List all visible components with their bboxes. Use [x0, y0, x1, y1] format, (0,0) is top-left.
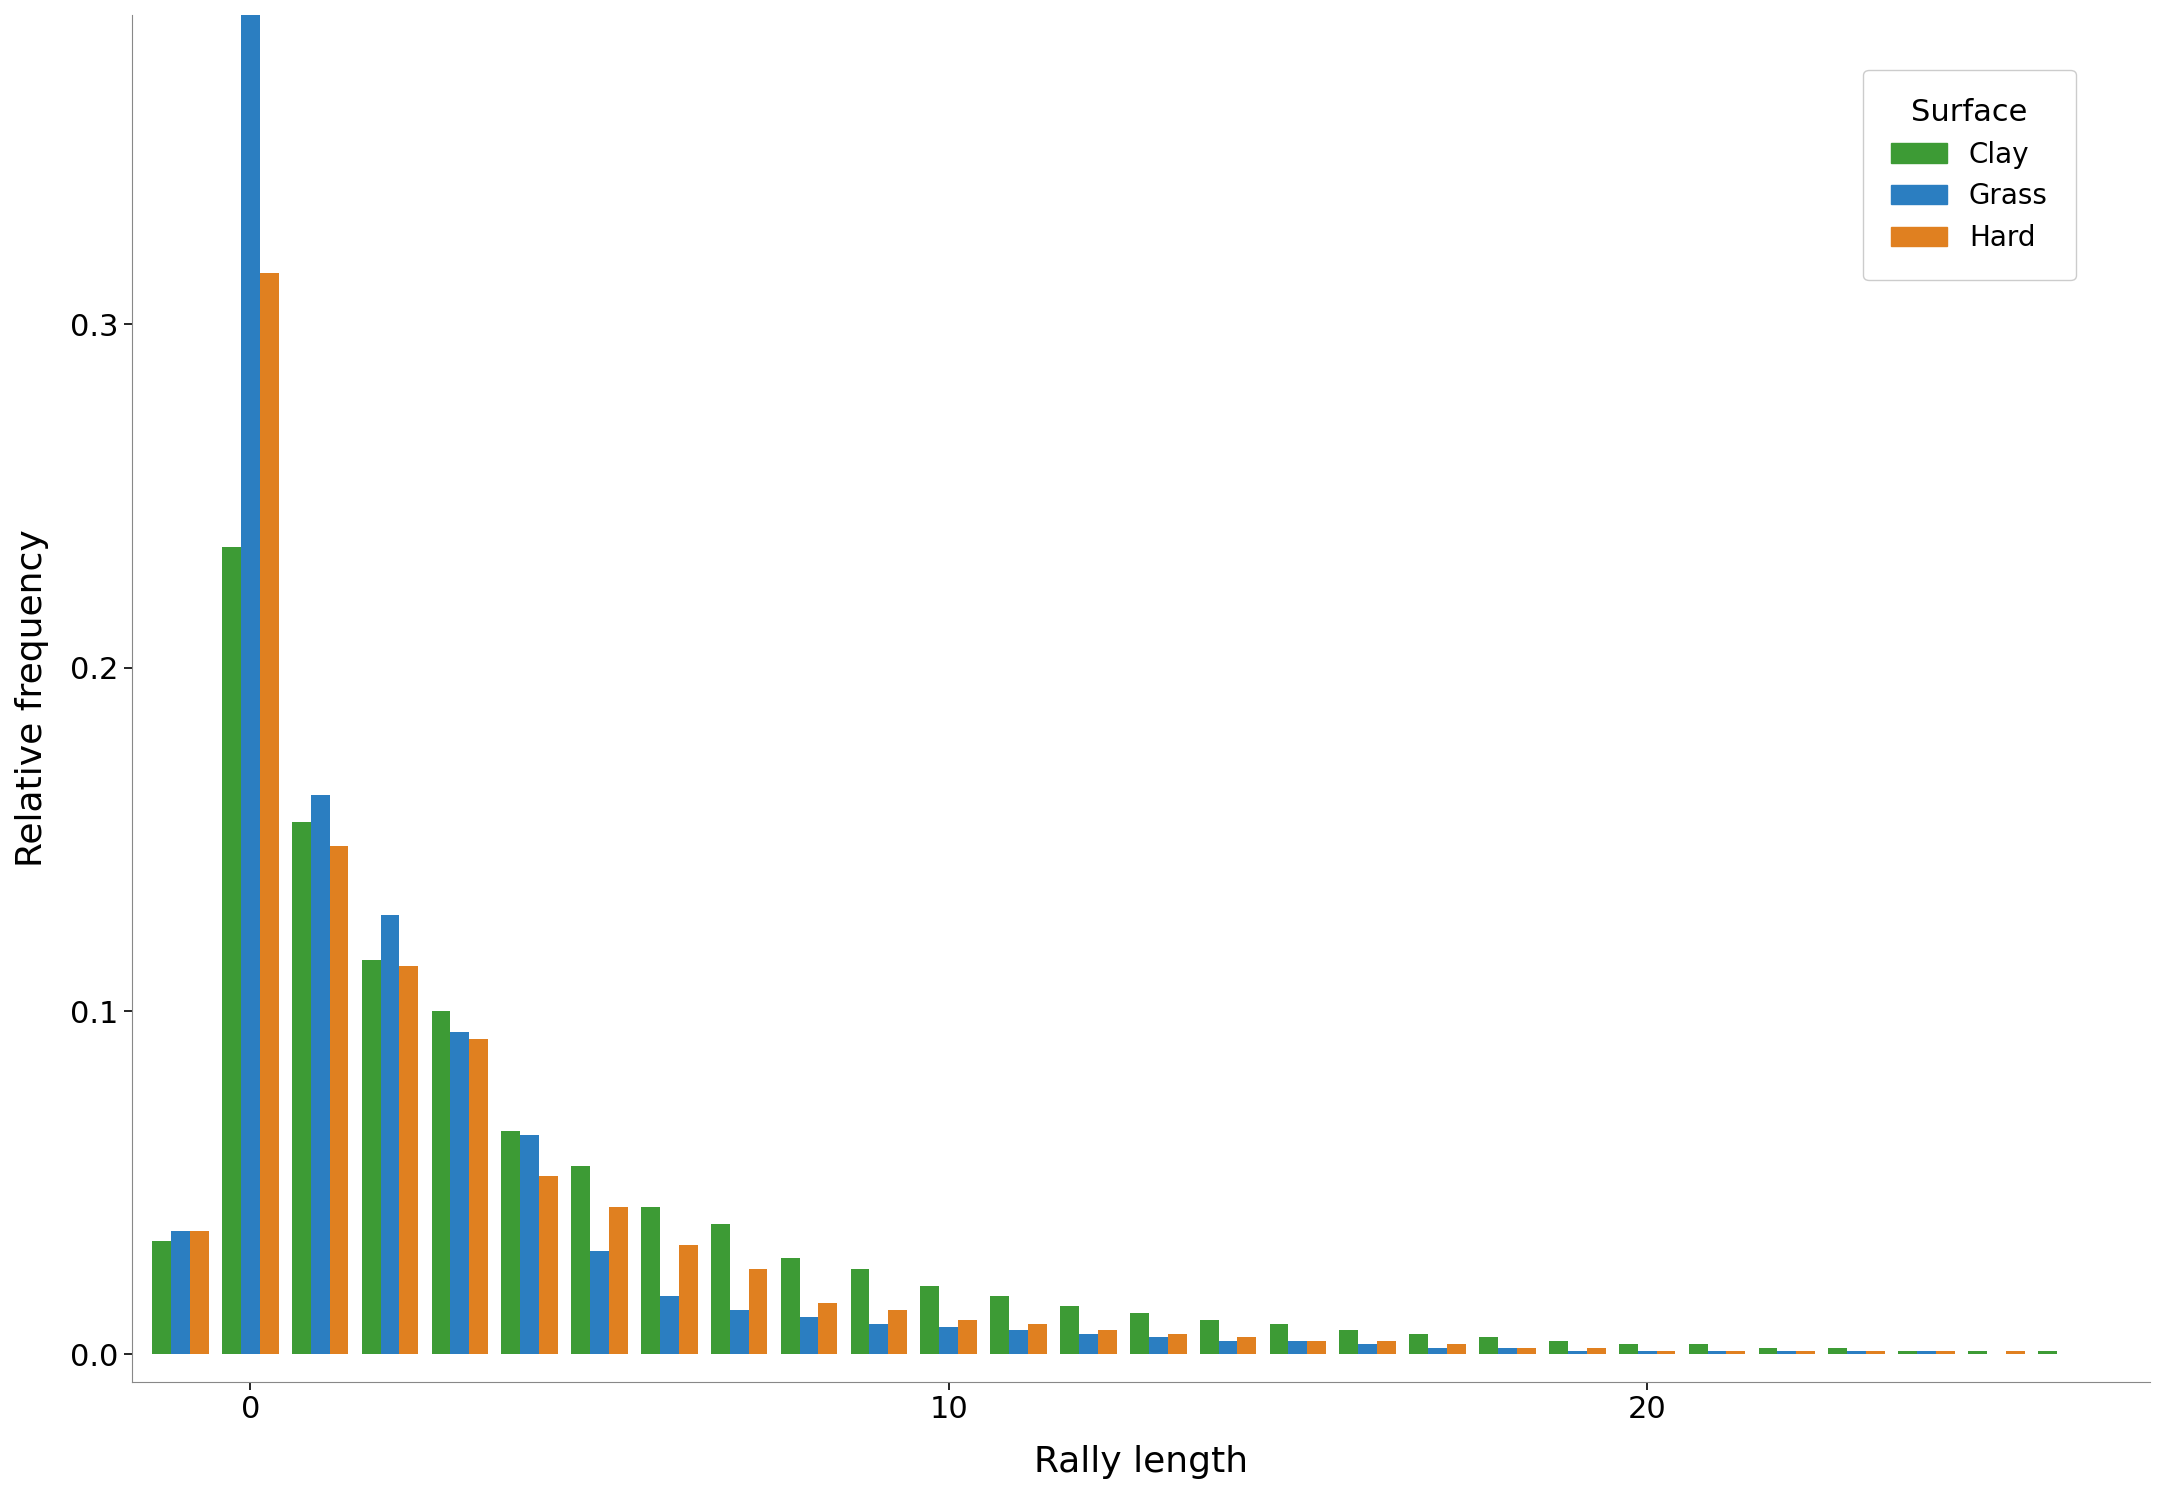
Bar	[470, 1038, 487, 1355]
Bar	[1479, 1337, 1498, 1355]
Bar	[1409, 1334, 1429, 1355]
Bar	[818, 1303, 838, 1355]
Bar	[191, 1231, 208, 1355]
Bar	[1619, 1345, 1637, 1355]
Bar	[1689, 1345, 1708, 1355]
Bar	[310, 795, 329, 1355]
Bar	[1518, 1348, 1535, 1355]
Bar	[1308, 1340, 1327, 1355]
Bar	[1708, 1351, 1726, 1355]
Bar	[1587, 1348, 1606, 1355]
Bar	[1028, 1324, 1048, 1355]
Bar	[1829, 1348, 1847, 1355]
Bar	[1567, 1351, 1587, 1355]
Bar	[1637, 1351, 1656, 1355]
Bar	[1656, 1351, 1676, 1355]
Y-axis label: Relative frequency: Relative frequency	[15, 529, 50, 868]
Bar	[1150, 1337, 1167, 1355]
Bar	[1238, 1337, 1256, 1355]
Bar	[1758, 1348, 1777, 1355]
Bar	[591, 1252, 608, 1355]
Bar	[1968, 1351, 1987, 1355]
Bar	[641, 1207, 660, 1355]
Bar	[572, 1165, 591, 1355]
Bar	[608, 1207, 628, 1355]
Bar	[1061, 1306, 1078, 1355]
Bar	[730, 1310, 749, 1355]
Bar	[329, 846, 349, 1355]
Bar	[1219, 1340, 1238, 1355]
Bar	[1357, 1345, 1377, 1355]
Bar	[782, 1258, 799, 1355]
Bar	[1288, 1340, 1308, 1355]
Bar	[1498, 1348, 1518, 1355]
Bar	[1078, 1334, 1098, 1355]
Bar	[1098, 1331, 1117, 1355]
Legend: Clay, Grass, Hard: Clay, Grass, Hard	[1864, 70, 2076, 279]
Bar	[1866, 1351, 1886, 1355]
Bar	[1429, 1348, 1446, 1355]
Bar	[398, 967, 418, 1355]
Bar	[799, 1316, 818, 1355]
Bar	[450, 1032, 470, 1355]
Bar	[1916, 1351, 1936, 1355]
Bar	[2037, 1351, 2057, 1355]
Bar	[1797, 1351, 1814, 1355]
Bar	[381, 914, 398, 1355]
Bar	[888, 1310, 907, 1355]
Bar	[710, 1224, 730, 1355]
Bar	[1130, 1313, 1150, 1355]
Bar	[1777, 1351, 1797, 1355]
Bar	[680, 1245, 697, 1355]
Bar	[240, 0, 260, 1355]
Bar	[260, 272, 279, 1355]
Bar	[520, 1134, 539, 1355]
Bar	[940, 1327, 959, 1355]
Bar	[2005, 1351, 2024, 1355]
Bar	[749, 1268, 766, 1355]
Bar	[920, 1286, 940, 1355]
Bar	[1726, 1351, 1745, 1355]
Bar	[1936, 1351, 1955, 1355]
Bar	[1377, 1340, 1396, 1355]
Bar	[223, 547, 240, 1355]
Bar	[1446, 1345, 1466, 1355]
Bar	[1899, 1351, 1916, 1355]
Bar	[431, 1011, 450, 1355]
Bar	[1199, 1321, 1219, 1355]
Bar	[1340, 1331, 1357, 1355]
Bar	[502, 1131, 520, 1355]
Bar	[851, 1268, 870, 1355]
Bar	[1548, 1340, 1567, 1355]
Bar	[171, 1231, 191, 1355]
Bar	[1009, 1331, 1028, 1355]
X-axis label: Rally length: Rally length	[1033, 1445, 1247, 1479]
Bar	[1847, 1351, 1866, 1355]
Bar	[1269, 1324, 1288, 1355]
Bar	[660, 1297, 680, 1355]
Bar	[959, 1321, 976, 1355]
Bar	[362, 959, 381, 1355]
Bar	[870, 1324, 888, 1355]
Bar	[539, 1176, 559, 1355]
Bar	[292, 822, 310, 1355]
Bar	[989, 1297, 1009, 1355]
Bar	[152, 1242, 171, 1355]
Bar	[1167, 1334, 1186, 1355]
